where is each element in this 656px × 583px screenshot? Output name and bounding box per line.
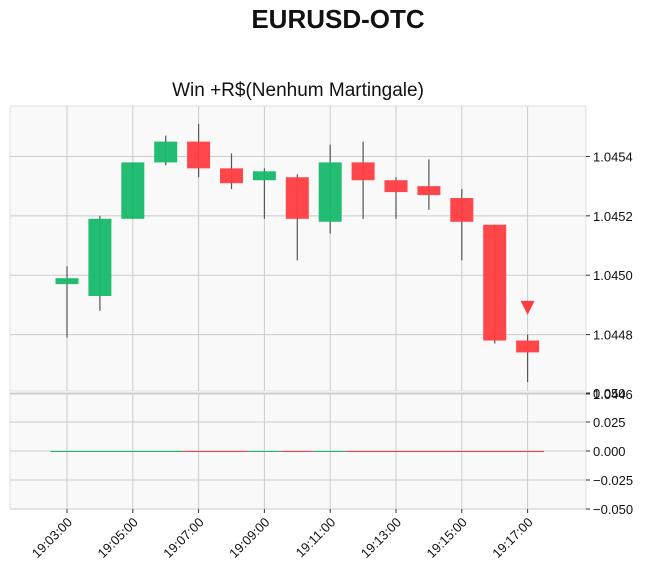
candle-body-down xyxy=(417,186,441,196)
volume-bar xyxy=(346,451,380,452)
candle-body-down xyxy=(384,180,408,193)
volume-bar xyxy=(445,451,479,452)
candle-body-up xyxy=(318,162,342,222)
x-tick-label: 19:05:00 xyxy=(95,515,141,561)
price-tick-label: 1.0448 xyxy=(593,328,633,343)
volume-bar xyxy=(313,451,347,452)
volume-tick-label: −0.050 xyxy=(593,502,633,517)
volume-bar xyxy=(149,451,183,452)
x-tick-label: 19:07:00 xyxy=(160,515,206,561)
candle-body-up xyxy=(88,218,112,296)
price-tick-label: 1.0454 xyxy=(593,149,633,164)
volume-tick-label: −0.025 xyxy=(593,473,633,488)
candle-body-up xyxy=(252,171,276,181)
price-tick-label: 1.0452 xyxy=(593,209,633,224)
candle-body-down xyxy=(483,224,507,341)
candle-body-up xyxy=(55,278,79,285)
candle-body-down xyxy=(285,177,309,219)
volume-bars xyxy=(50,451,545,452)
candle-body-down xyxy=(450,198,474,222)
volume-bar xyxy=(511,451,545,452)
volume-bar xyxy=(247,451,281,452)
candle-body-up xyxy=(154,141,178,163)
volume-bar xyxy=(478,451,512,452)
sell-signal-triangle xyxy=(520,300,535,315)
price-tick-label: 1.0450 xyxy=(593,268,633,283)
x-tick-label: 19:17:00 xyxy=(489,515,535,561)
x-tick-label: 19:13:00 xyxy=(358,515,404,561)
volume-tick-label: 0.025 xyxy=(593,415,626,430)
volume-bar xyxy=(50,451,84,452)
candle-body-down xyxy=(516,340,540,353)
x-tick-label: 19:11:00 xyxy=(293,515,339,561)
volume-bar xyxy=(116,451,150,452)
candle-body-down xyxy=(220,168,243,184)
candle-body-down xyxy=(351,162,375,181)
chart-subtitle: Win +R$(Nenhum Martingale) xyxy=(172,80,424,101)
candle-body-up xyxy=(121,162,145,219)
signal-markers xyxy=(520,300,535,315)
volume-tick-label: 0.050 xyxy=(593,386,626,401)
x-tick-label: 19:09:00 xyxy=(226,515,272,561)
volume-bar xyxy=(83,451,117,452)
candles xyxy=(55,123,540,383)
x-tick-label: 19:15:00 xyxy=(424,515,470,561)
volume-bar xyxy=(379,451,413,452)
x-tick-label: 19:03:00 xyxy=(29,515,75,561)
volume-bar xyxy=(280,451,314,452)
candle-body-down xyxy=(187,141,211,169)
chart-title: EURUSD-OTC xyxy=(251,4,425,34)
volume-tick-label: 0.000 xyxy=(593,444,626,459)
volume-bar xyxy=(412,451,446,452)
volume-bar xyxy=(182,451,216,452)
price-tick-label: 1.0446 xyxy=(593,387,633,402)
volume-bar xyxy=(215,451,248,452)
